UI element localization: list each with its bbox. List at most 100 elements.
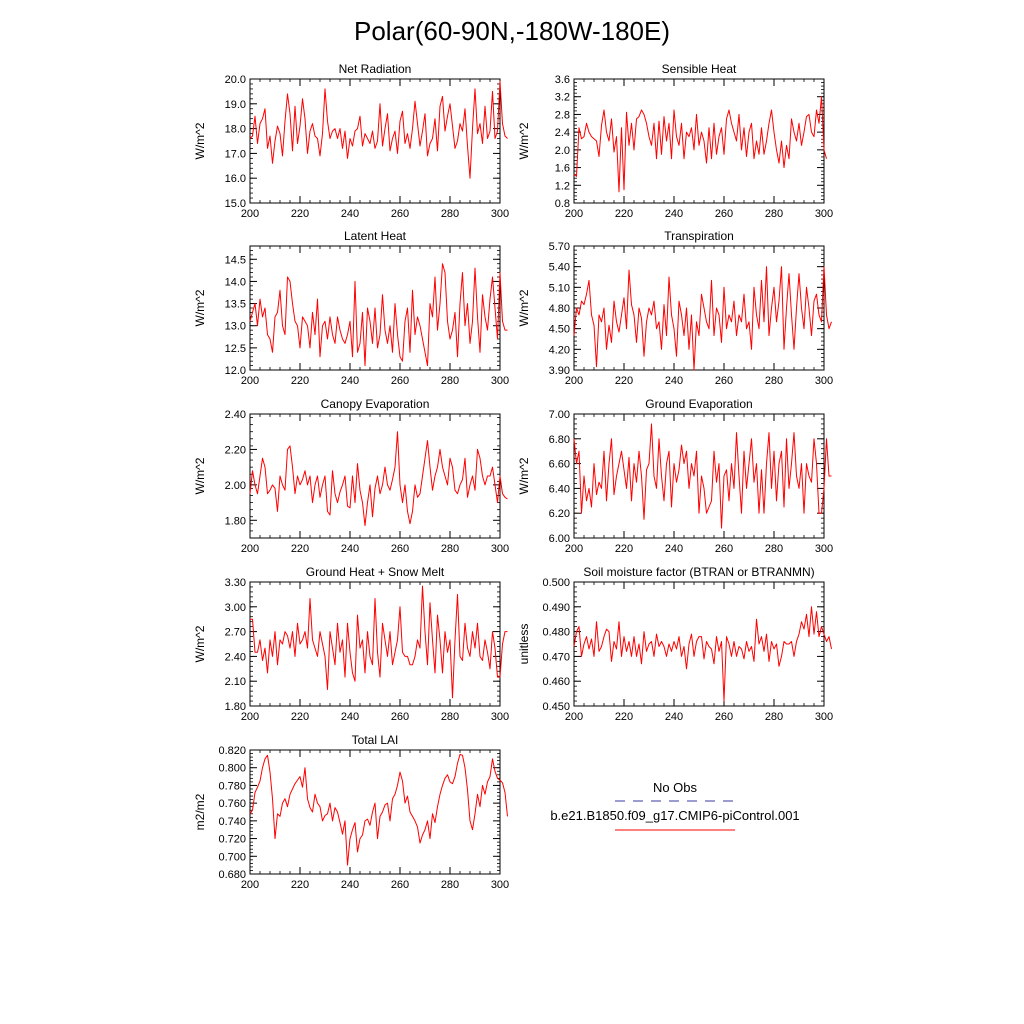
x-tick-label: 220 bbox=[291, 208, 309, 220]
x-tick-label: 200 bbox=[565, 711, 583, 723]
y-tick-label: 4.80 bbox=[549, 303, 570, 315]
x-tick-label: 240 bbox=[341, 543, 359, 555]
chart-panel-6: 200 220 240 260 280 300 1.80 2.10 2.40 2.70 3.00 3.… bbox=[193, 565, 509, 723]
y-tick-label: 5.70 bbox=[549, 241, 570, 253]
x-tick-label: 300 bbox=[815, 208, 833, 220]
x-tick-label: 200 bbox=[241, 375, 259, 387]
y-tick-label: 12.5 bbox=[225, 343, 246, 355]
chart-panel-7: 200 220 240 260 280 300 0.450 0.460 0.470 0.480 0.… bbox=[517, 565, 833, 723]
x-tick-label: 280 bbox=[441, 543, 459, 555]
x-tick-label: 220 bbox=[615, 375, 633, 387]
y-tick-label: 0.720 bbox=[218, 834, 246, 846]
x-tick-label: 200 bbox=[241, 543, 259, 555]
chart-title: Canopy Evaporation bbox=[321, 397, 430, 411]
x-tick-label: 220 bbox=[615, 543, 633, 555]
series-line bbox=[249, 263, 508, 367]
y-tick-label: 0.480 bbox=[542, 627, 570, 639]
y-tick-label: 1.80 bbox=[225, 701, 246, 713]
y-tick-label: 0.490 bbox=[542, 602, 570, 614]
y-tick-label: 6.80 bbox=[549, 434, 570, 446]
legend: No Obs b.e21.B1850.f09_g17.CMIP6-piContr… bbox=[550, 780, 800, 831]
series-line bbox=[250, 585, 508, 699]
x-tick-label: 300 bbox=[491, 543, 509, 555]
x-tick-label: 240 bbox=[665, 375, 683, 387]
y-tick-label: 14.0 bbox=[225, 276, 246, 288]
chart-title: Latent Heat bbox=[344, 229, 407, 243]
x-tick-label: 240 bbox=[341, 375, 359, 387]
y-axis-label: unitless bbox=[517, 624, 531, 665]
series-line bbox=[249, 81, 508, 179]
x-tick-label: 200 bbox=[241, 711, 259, 723]
x-tick-label: 280 bbox=[765, 208, 783, 220]
y-tick-label: 1.6 bbox=[555, 163, 570, 175]
y-tick-label: 1.2 bbox=[555, 180, 570, 192]
y-tick-label: 12.0 bbox=[225, 365, 246, 377]
plot-frame bbox=[249, 581, 501, 707]
series-line bbox=[249, 431, 508, 527]
legend-obs-label: No Obs bbox=[653, 780, 698, 795]
y-tick-label: 14.5 bbox=[225, 254, 246, 266]
y-tick-label: 6.40 bbox=[549, 483, 570, 495]
y-tick-label: 0.700 bbox=[218, 851, 246, 863]
y-tick-label: 18.0 bbox=[225, 124, 246, 136]
x-tick-label: 200 bbox=[565, 375, 583, 387]
x-tick-label: 240 bbox=[665, 711, 683, 723]
y-tick-label: 0.760 bbox=[218, 798, 246, 810]
y-tick-label: 20.0 bbox=[225, 74, 246, 86]
y-tick-label: 3.90 bbox=[549, 365, 570, 377]
x-tick-label: 220 bbox=[291, 711, 309, 723]
y-tick-label: 0.820 bbox=[218, 745, 246, 757]
chart-panel-3: 200 220 240 260 280 300 3.90 4.20 4.50 4.80 5.10 5.… bbox=[517, 229, 833, 387]
series-line bbox=[573, 96, 827, 193]
x-tick-label: 300 bbox=[491, 375, 509, 387]
y-tick-label: 0.450 bbox=[542, 701, 570, 713]
y-axis-label: W/m^2 bbox=[517, 457, 531, 494]
y-tick-label: 3.30 bbox=[225, 577, 246, 589]
x-tick-label: 280 bbox=[765, 375, 783, 387]
chart-panel-8: 200 220 240 260 280 300 0.680 0.700 0.720 0.740 0.… bbox=[193, 733, 509, 891]
y-tick-label: 3.6 bbox=[555, 74, 570, 86]
y-tick-label: 2.40 bbox=[225, 409, 246, 421]
x-tick-label: 220 bbox=[291, 375, 309, 387]
x-tick-label: 220 bbox=[291, 543, 309, 555]
y-tick-label: 2.8 bbox=[555, 109, 570, 121]
x-tick-label: 300 bbox=[815, 711, 833, 723]
y-axis-label: W/m^2 bbox=[193, 457, 207, 494]
y-tick-label: 4.50 bbox=[549, 324, 570, 336]
y-tick-label: 0.500 bbox=[542, 577, 570, 589]
plot-frame bbox=[249, 78, 501, 204]
x-tick-label: 260 bbox=[715, 375, 733, 387]
y-tick-label: 0.800 bbox=[218, 763, 246, 775]
y-axis-label: W/m^2 bbox=[193, 122, 207, 159]
y-axis-label: W/m^2 bbox=[517, 289, 531, 326]
x-tick-label: 300 bbox=[815, 543, 833, 555]
x-tick-label: 280 bbox=[765, 711, 783, 723]
chart-title: Ground Heat + Snow Melt bbox=[306, 565, 445, 579]
y-tick-label: 19.0 bbox=[225, 99, 246, 111]
x-tick-label: 260 bbox=[391, 543, 409, 555]
y-axis-label: W/m^2 bbox=[193, 625, 207, 662]
y-tick-label: 0.470 bbox=[542, 651, 570, 663]
y-tick-label: 6.20 bbox=[549, 508, 570, 520]
legend-model-label: b.e21.B1850.f09_g17.CMIP6-piControl.001 bbox=[550, 808, 799, 823]
y-tick-label: 0.680 bbox=[218, 869, 246, 881]
x-tick-label: 300 bbox=[491, 208, 509, 220]
x-tick-label: 260 bbox=[391, 208, 409, 220]
chart-panel-4: 200 220 240 260 280 300 1.80 2.00 2.20 2.40 Canopy… bbox=[193, 397, 509, 555]
y-tick-label: 13.0 bbox=[225, 321, 246, 333]
y-tick-label: 0.780 bbox=[218, 780, 246, 792]
series-line bbox=[573, 423, 832, 529]
y-tick-label: 2.00 bbox=[225, 480, 246, 492]
x-tick-label: 220 bbox=[615, 208, 633, 220]
y-tick-label: 2.0 bbox=[555, 145, 570, 157]
y-axis-label: W/m^2 bbox=[517, 122, 531, 159]
chart-panel-1: 200 220 240 260 280 300 0.8 1.2 1.6 2.0 2.4 2.8 3.2 3… bbox=[517, 62, 833, 220]
y-axis-label: W/m^2 bbox=[193, 289, 207, 326]
plot-frame bbox=[249, 749, 501, 875]
y-axis-label: m2/m2 bbox=[193, 793, 207, 830]
y-tick-label: 6.60 bbox=[549, 459, 570, 471]
chart-panel-0: 200 220 240 260 280 300 15.0 16.0 17.0 18.0 19.0 20… bbox=[193, 62, 509, 220]
x-tick-label: 200 bbox=[565, 208, 583, 220]
y-tick-label: 16.0 bbox=[225, 173, 246, 185]
